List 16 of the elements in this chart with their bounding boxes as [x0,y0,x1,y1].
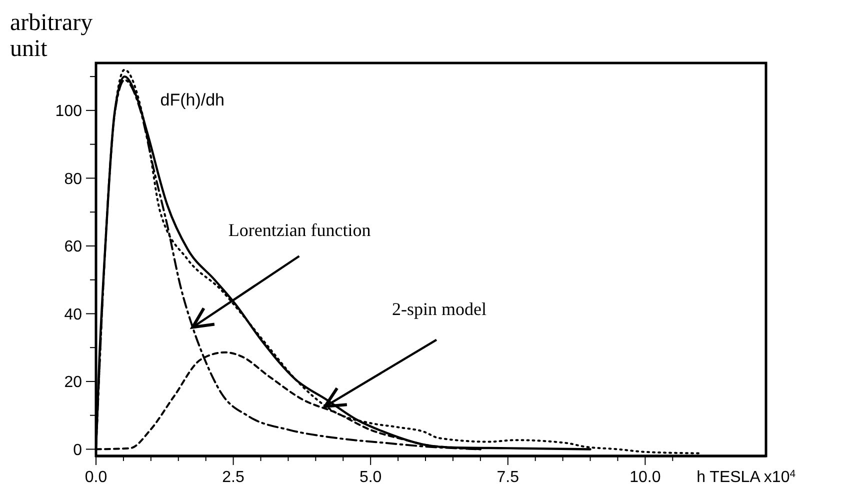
x-tick-label: 5.0 [359,469,382,486]
x-axis-title: h TESLA x10$^{4}$ [696,468,796,486]
annotation: Lorentzian function [228,220,371,240]
x-tick-label: 0.0 [84,469,108,486]
y-tick-label: 80 [64,170,82,188]
y-tick-label: 20 [64,374,82,392]
y-tick-label: 100 [55,103,82,120]
x-tick-label: 7.5 [496,469,520,486]
x-tick-label: 2.5 [222,469,245,486]
y-tick-label: 40 [64,306,82,324]
annotation: 2-spin model [392,299,487,320]
y-axis-title: arbitrary unit [10,10,93,62]
x-tick-label: 10.0 [630,469,661,486]
y-tick-label: 60 [64,238,82,256]
y-tick-label: 0 [73,442,82,459]
series-label: dF(h)/dh [160,90,225,110]
